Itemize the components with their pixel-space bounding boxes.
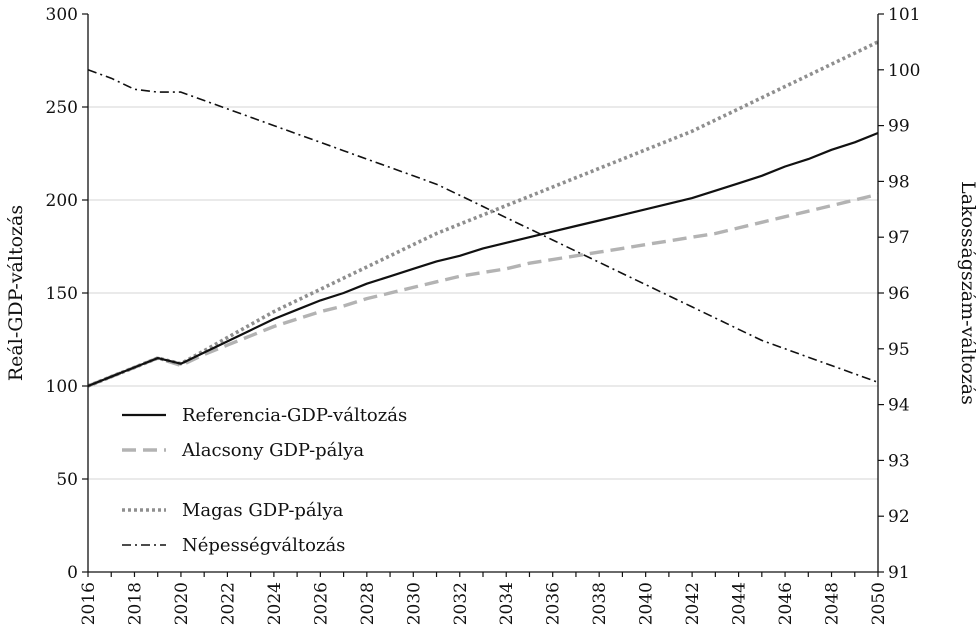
- left-tick-label: 300: [46, 5, 78, 25]
- x-tick-label: 2032: [451, 582, 471, 625]
- x-tick-label: 2046: [776, 582, 796, 625]
- left-tick-label: 250: [46, 98, 78, 118]
- x-tick-label: 2022: [218, 582, 238, 625]
- right-tick-label: 96: [888, 284, 910, 304]
- left-tick-label: 100: [46, 377, 78, 397]
- series-lines: [87, 40, 879, 388]
- right-tick-label: 101: [888, 5, 920, 25]
- right-tick-label: 99: [888, 117, 910, 137]
- x-tick-label: 2028: [358, 582, 378, 625]
- x-tick-label: 2026: [311, 582, 331, 625]
- x-tick-label: 2016: [79, 582, 99, 625]
- right-axis-title: Lakosságszám-változás: [957, 181, 976, 405]
- right-tick-label: 97: [888, 228, 910, 248]
- left-axis-title: Reál-GDP-változás: [5, 205, 27, 381]
- series-line: [87, 131, 879, 388]
- legend-label: Referencia-GDP-változás: [182, 405, 407, 426]
- legend: Referencia-GDP-változás Alacsony GDP-pály…: [122, 405, 407, 556]
- right-tick-label: 92: [888, 507, 910, 527]
- x-tick-label: 2036: [544, 582, 564, 625]
- right-tick-label: 94: [888, 396, 910, 416]
- legend-label: Alacsony GDP-pálya: [181, 440, 364, 461]
- series-line: [87, 192, 879, 388]
- left-tick-label: 0: [67, 563, 78, 583]
- x-tick-label: 2040: [637, 582, 657, 625]
- right-tick-label: 98: [888, 172, 910, 192]
- x-tick-label: 2018: [125, 582, 145, 625]
- x-tick-label: 2034: [497, 582, 517, 625]
- x-axis-ticks: 2016 2018 2020 2022 2024 2026 2028 2030 2032 2034…: [79, 572, 889, 625]
- right-tick-label: 100: [888, 61, 920, 81]
- right-axis-ticks: 91 92 93 94 95 96 97 98 99 100 101: [878, 5, 920, 583]
- x-tick-label: 2050: [869, 582, 889, 625]
- left-tick-label: 150: [46, 284, 78, 304]
- left-axis-ticks: 0 50 100 150 200 250 300: [46, 5, 88, 583]
- x-tick-label: 2020: [172, 582, 192, 625]
- x-tick-label: 2038: [590, 582, 610, 625]
- x-tick-label: 2048: [823, 582, 843, 625]
- legend-label: Népességváltozás: [182, 535, 345, 556]
- right-tick-label: 93: [888, 451, 910, 471]
- legend-label: Magas GDP-pálya: [182, 500, 344, 521]
- x-tick-label: 2030: [404, 582, 424, 625]
- right-tick-label: 91: [888, 563, 910, 583]
- series-line: [87, 40, 879, 388]
- x-tick-label: 2044: [730, 582, 750, 625]
- series-line: [87, 69, 879, 384]
- x-tick-label: 2042: [683, 582, 703, 625]
- left-tick-label: 50: [56, 470, 78, 490]
- x-tick-label: 2024: [265, 582, 285, 625]
- gridlines: [88, 106, 878, 480]
- right-tick-label: 95: [888, 340, 910, 360]
- left-tick-label: 200: [46, 191, 78, 211]
